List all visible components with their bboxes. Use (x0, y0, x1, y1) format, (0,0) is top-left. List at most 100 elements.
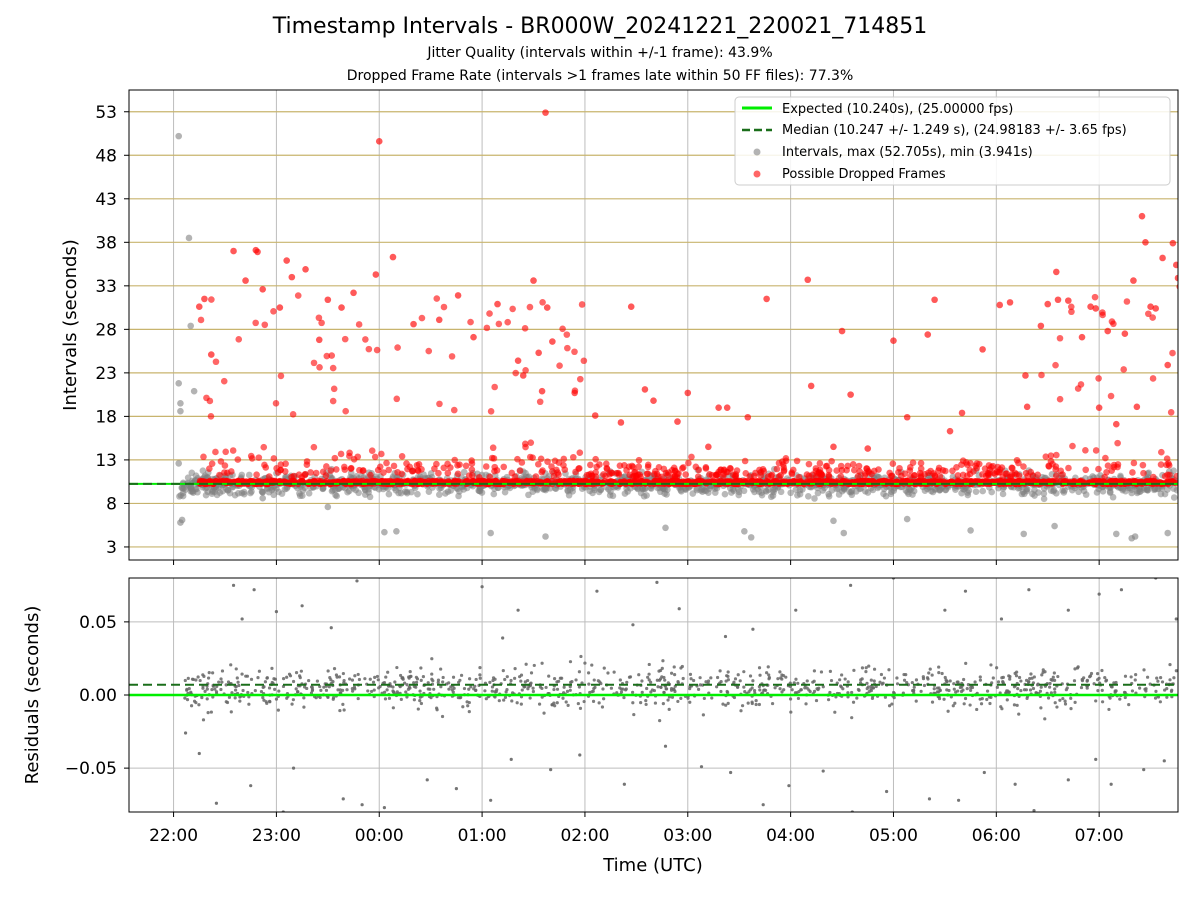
residual-point (187, 687, 191, 691)
dropped-frame-point (593, 463, 600, 471)
residual-point (447, 687, 451, 691)
residual-point (274, 610, 279, 614)
dropped-frame-point (1086, 479, 1094, 486)
residual-point (542, 711, 546, 715)
residual-point (781, 674, 786, 678)
residual-point (1015, 703, 1019, 707)
residual-point (185, 688, 189, 692)
residual-point (871, 686, 875, 690)
residual-point (796, 696, 801, 701)
dropped-frame-point (310, 443, 318, 451)
dropped-frame-point (988, 463, 995, 471)
dropped-frame-point (641, 386, 649, 393)
dropped-frame-point (998, 464, 1006, 471)
residual-point (1013, 671, 1017, 675)
dropped-frame-point (1165, 460, 1172, 467)
residual-point (240, 617, 244, 621)
dropped-frame-point (850, 466, 858, 474)
dropped-frame-point (931, 296, 938, 304)
residual-point (1158, 700, 1162, 704)
dropped-frame-point (514, 455, 521, 463)
residual-point (726, 678, 730, 682)
residual-point (937, 665, 941, 669)
residual-point (229, 710, 233, 714)
residual-point (890, 702, 894, 706)
dropped-frame-point (468, 460, 476, 467)
residual-point (418, 699, 422, 703)
residual-point (1114, 680, 1118, 685)
interval-point (224, 487, 232, 494)
dropped-frame-point (1023, 403, 1031, 411)
dropped-frame-point (1052, 361, 1059, 369)
dropped-frame-point (504, 318, 511, 326)
residual-point (787, 784, 791, 788)
residual-point (857, 688, 861, 692)
dropped-frame-point (587, 461, 594, 469)
residual-point (185, 698, 190, 702)
residual-point (864, 666, 868, 670)
residual-point (1085, 679, 1089, 683)
residual-point (302, 696, 306, 700)
residual-point (1005, 698, 1009, 702)
residual-point (716, 675, 720, 680)
residual-point (474, 677, 478, 682)
dropped-frame-point (1176, 283, 1178, 290)
dropped-frame-point (635, 479, 643, 487)
legend: Expected (10.240s), (25.00000 fps) Media… (734, 96, 1171, 186)
dropped-frame-point (234, 477, 242, 485)
dropped-frame-point (981, 465, 989, 472)
residual-point (702, 696, 706, 701)
residual-point (425, 778, 429, 782)
residual-point (940, 671, 944, 676)
dropped-frame-point (805, 460, 813, 468)
dropped-frame-point (795, 473, 803, 481)
residual-point (1097, 592, 1101, 596)
residual-point (577, 670, 582, 674)
residual-point (1007, 674, 1011, 678)
residual-point (812, 689, 817, 693)
residual-point (1066, 608, 1070, 612)
x-axis-label: Time (UTC) (602, 855, 703, 876)
residual-point (606, 671, 610, 675)
residual-point (1172, 676, 1176, 680)
interval-point (663, 491, 670, 498)
interval-point (1131, 533, 1139, 540)
residual-point (510, 699, 514, 703)
intervals-y-tick-label: 13 (95, 451, 117, 471)
dropped-frame-point (865, 469, 873, 476)
interval-point (336, 484, 343, 492)
residual-point (1154, 689, 1158, 693)
residual-point (1072, 679, 1077, 683)
dropped-frame-point (1057, 467, 1065, 475)
dropped-frame-point (329, 364, 337, 372)
interval-point (542, 533, 549, 540)
residual-point (384, 675, 388, 679)
interval-point (258, 488, 266, 495)
residual-point (327, 685, 331, 689)
dropped-frame-point (230, 247, 237, 255)
residual-point (566, 703, 570, 707)
dropped-frame-point (1022, 372, 1029, 379)
residual-point (962, 702, 966, 706)
dropped-frame-point (346, 452, 353, 460)
dropped-frame-point (1101, 473, 1108, 481)
dropped-frame-point (1038, 371, 1045, 379)
residual-point (369, 689, 374, 694)
dropped-frame-point (406, 463, 414, 471)
residual-point (421, 675, 425, 679)
x-tick-label: 06:00 (972, 826, 1021, 846)
residual-point (1069, 707, 1073, 711)
residual-point (828, 690, 832, 695)
residual-point (549, 767, 553, 772)
residual-point (1012, 685, 1017, 689)
residual-point (1065, 686, 1069, 690)
dropped-frame-point (1107, 392, 1115, 400)
dropped-frame-point (1147, 303, 1154, 311)
dropped-frame-point (375, 138, 383, 145)
dropped-frame-point (958, 409, 966, 417)
residual-point (553, 704, 557, 708)
residual-point (985, 697, 989, 702)
residual-point (290, 702, 294, 706)
residual-point (331, 680, 335, 684)
residuals-reference-lines (129, 683, 1178, 697)
